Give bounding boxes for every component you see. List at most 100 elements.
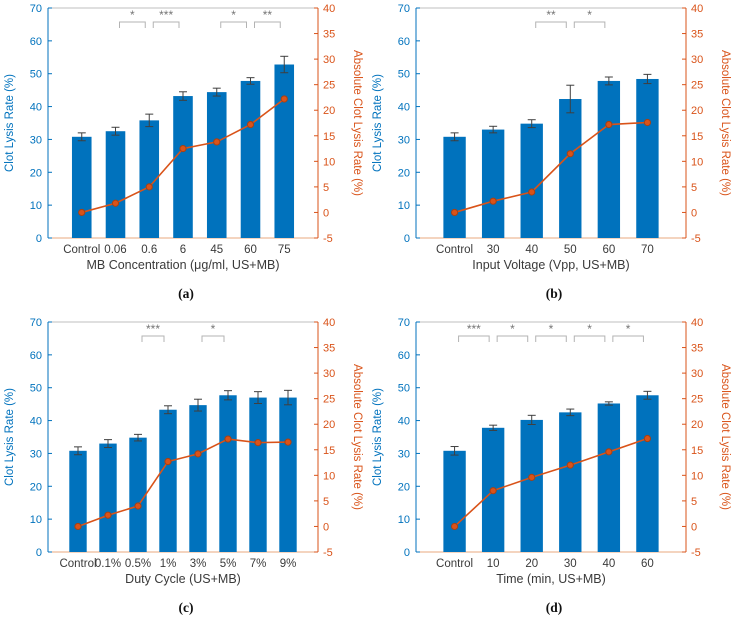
left-tick-label: 70 xyxy=(30,317,42,329)
significance-stars: * xyxy=(130,8,135,22)
right-tick-label: 20 xyxy=(323,419,335,431)
right-tick-label: 30 xyxy=(323,368,335,380)
subplot-caption: (c) xyxy=(179,600,194,615)
significance-bracket xyxy=(220,21,247,28)
left-axis-title: Clot Lysis Rate (%) xyxy=(372,388,384,486)
right-axis-title: Absolute Clot Lysis Rate (%) xyxy=(351,364,363,510)
bar xyxy=(219,395,237,552)
line-marker xyxy=(78,208,86,217)
significance-bracket xyxy=(573,335,606,342)
right-tick-label: 0 xyxy=(691,521,697,533)
significance-stars: * xyxy=(587,322,592,336)
right-tick-label: 5 xyxy=(323,182,329,194)
bar xyxy=(443,136,466,238)
line-series xyxy=(454,437,648,528)
bar xyxy=(559,99,582,238)
right-tick-label: 25 xyxy=(691,394,703,406)
bar xyxy=(139,120,160,238)
x-tick-label: 70 xyxy=(641,244,654,256)
line-marker xyxy=(164,457,172,466)
right-tick-label: 5 xyxy=(323,496,329,508)
left-tick-label: 0 xyxy=(36,547,42,559)
left-tick-label: 50 xyxy=(30,69,42,81)
line-marker xyxy=(213,138,221,146)
x-tick-label: 0.1% xyxy=(95,558,121,570)
x-tick-label: Control xyxy=(63,244,100,256)
x-tick-label: 50 xyxy=(564,244,577,256)
x-tick-label: 5% xyxy=(220,558,237,570)
significance-bracket xyxy=(535,21,567,28)
right-tick-label: 30 xyxy=(691,54,703,66)
subplot-caption: (a) xyxy=(178,286,194,301)
line-marker xyxy=(643,118,652,127)
right-tick-label: 20 xyxy=(691,105,703,117)
x-tick-label: Control xyxy=(436,558,473,570)
right-tick-label: 25 xyxy=(323,80,335,92)
left-tick-label: 60 xyxy=(398,36,410,48)
bar xyxy=(520,419,543,552)
chart-a-canvas: 0 10 20 30 40 50 60 70 -5 0 5 10 15 20 25 30 35 40 Control… xyxy=(4,3,363,301)
line-marker xyxy=(643,434,652,443)
right-tick-label: 30 xyxy=(691,368,703,380)
left-tick-label: 20 xyxy=(398,481,410,493)
significance-stars: ** xyxy=(263,8,273,22)
right-axis-title: Absolute Clot Lysis Rate (%) xyxy=(351,50,363,196)
x-tick-label: 40 xyxy=(525,244,538,256)
left-tick-label: 50 xyxy=(30,383,42,395)
significance-stars: * xyxy=(231,8,236,22)
bar xyxy=(129,437,147,552)
line-marker xyxy=(111,199,120,207)
x-tick-label: 30 xyxy=(487,244,500,256)
line-marker xyxy=(246,120,255,129)
line-series xyxy=(77,438,289,528)
left-tick-label: 40 xyxy=(398,416,410,428)
significance-stars: * xyxy=(626,322,631,336)
right-tick-label: 20 xyxy=(323,105,335,117)
left-tick-label: 60 xyxy=(30,36,42,48)
chart-d-canvas: 0 10 20 30 40 50 60 70 -5 0 5 10 15 20 25 30 35 40 Control… xyxy=(372,317,731,615)
bar xyxy=(274,64,295,238)
right-tick-label: 10 xyxy=(323,470,335,482)
right-tick-label: 30 xyxy=(323,54,335,66)
left-tick-label: 10 xyxy=(398,514,410,526)
right-tick-label: -5 xyxy=(323,547,333,559)
significance-bracket xyxy=(119,21,146,28)
x-tick-label: 20 xyxy=(525,558,538,570)
subplot-a: 0 10 20 30 40 50 60 70 -5 0 5 10 15 20 25 30 35 40 Control… xyxy=(0,0,368,314)
right-tick-label: 10 xyxy=(691,156,703,168)
line-marker xyxy=(566,150,574,158)
x-axis-title: MB Concentration (μg/ml, US+MB) xyxy=(86,258,279,272)
significance-stars: *** xyxy=(467,322,481,336)
x-tick-label: 7% xyxy=(250,558,267,570)
line-series xyxy=(454,121,648,214)
line-marker xyxy=(194,450,202,458)
x-tick-label: Control xyxy=(59,558,96,570)
bar xyxy=(189,405,207,552)
left-tick-label: 0 xyxy=(36,233,42,245)
right-tick-label: 40 xyxy=(323,317,335,329)
x-tick-label: 3% xyxy=(190,558,207,570)
x-tick-label: Control xyxy=(436,244,473,256)
x-tick-label: 0.6 xyxy=(141,244,157,256)
left-axis-title: Clot Lysis Rate (%) xyxy=(4,74,16,172)
line-marker xyxy=(605,120,613,129)
right-axis-title: Absolute Clot Lysis Rate (%) xyxy=(719,364,731,510)
right-tick-label: -5 xyxy=(691,233,701,245)
left-tick-label: 30 xyxy=(398,134,410,146)
x-tick-label: 10 xyxy=(487,558,500,570)
right-tick-label: 10 xyxy=(323,156,335,168)
bar xyxy=(520,123,543,238)
bar xyxy=(249,397,267,552)
line-marker xyxy=(254,439,262,447)
bar xyxy=(71,136,92,238)
line-marker xyxy=(104,511,112,519)
subplot-c: 0 10 20 30 40 50 60 70 -5 0 5 10 15 20 25 30 35 40 Control… xyxy=(0,314,368,629)
left-tick-label: 10 xyxy=(30,200,42,212)
significance-bracket xyxy=(141,335,165,342)
x-tick-label: 9% xyxy=(280,558,297,570)
left-tick-label: 10 xyxy=(398,200,410,212)
left-axis-title: Clot Lysis Rate (%) xyxy=(372,74,384,172)
x-tick-label: 45 xyxy=(210,244,223,256)
right-tick-label: 40 xyxy=(691,317,703,329)
x-axis-title: Time (min, US+MB) xyxy=(496,572,606,586)
